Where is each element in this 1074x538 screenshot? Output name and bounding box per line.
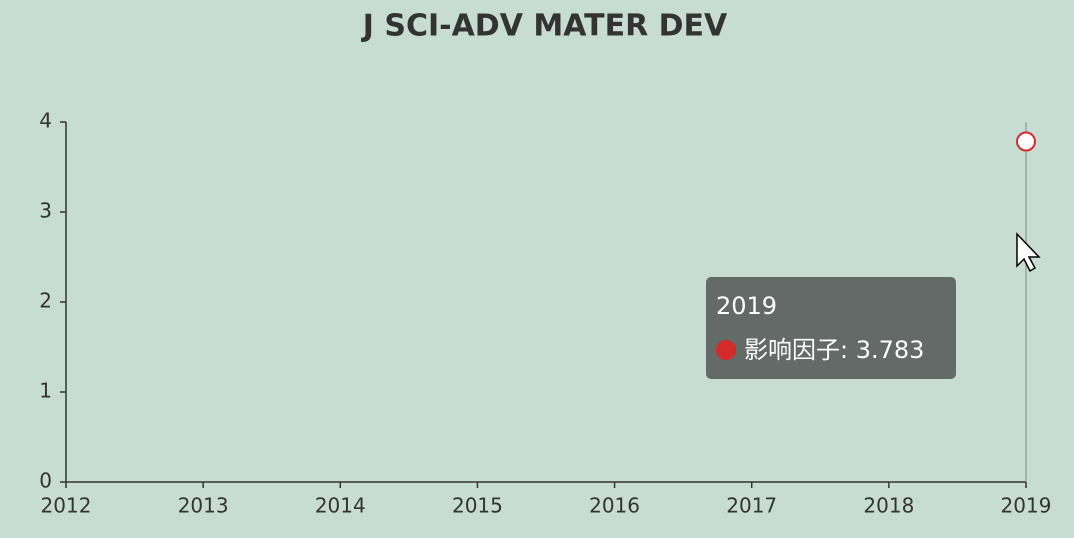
y-tick-label: 4: [39, 109, 52, 133]
x-tick-label: 2012: [41, 494, 92, 518]
chart-title: J SCI-ADV MATER DEV: [361, 9, 728, 44]
x-tick-label: 2018: [863, 494, 914, 518]
tooltip: 2019 影响因子: 3.783: [706, 277, 956, 379]
tooltip-marker: [716, 340, 736, 360]
data-point: [1016, 131, 1036, 152]
x-tick-label: 2017: [726, 494, 777, 518]
x-tick-label: 2014: [315, 494, 366, 518]
y-tick-label: 0: [39, 469, 52, 493]
tooltip-title: 2019: [716, 292, 777, 320]
x-tick-label: 2016: [589, 494, 640, 518]
y-tick-label: 2: [39, 289, 52, 313]
tooltip-box: [706, 277, 956, 379]
x-tick-label: 2013: [178, 494, 229, 518]
x-tick-label: 2019: [1001, 494, 1052, 518]
y-tick-label: 3: [39, 199, 52, 223]
tooltip-text: 影响因子: 3.783: [744, 336, 924, 364]
y-tick-label: 1: [39, 379, 52, 403]
x-tick-label: 2015: [452, 494, 503, 518]
cursor: [1016, 232, 1041, 273]
